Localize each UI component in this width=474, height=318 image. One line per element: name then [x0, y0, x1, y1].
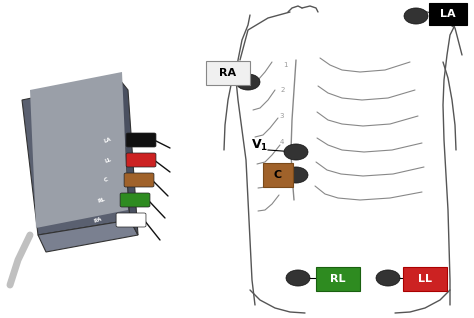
- Circle shape: [376, 270, 400, 286]
- Polygon shape: [120, 80, 138, 235]
- FancyBboxPatch shape: [263, 163, 293, 187]
- Text: RA: RA: [93, 216, 103, 224]
- Circle shape: [404, 8, 428, 24]
- Text: LL: LL: [104, 156, 112, 163]
- Text: 3: 3: [280, 113, 284, 119]
- Text: RA: RA: [219, 68, 237, 78]
- Text: RL: RL: [98, 196, 107, 204]
- Polygon shape: [30, 72, 128, 228]
- Polygon shape: [22, 80, 130, 235]
- Circle shape: [236, 74, 260, 90]
- Circle shape: [284, 144, 308, 160]
- Polygon shape: [38, 220, 138, 252]
- Text: $\mathbf{V_1}$: $\mathbf{V_1}$: [251, 137, 269, 153]
- Text: LA: LA: [104, 136, 113, 144]
- Text: C: C: [103, 177, 109, 183]
- Text: 4: 4: [280, 139, 284, 145]
- FancyBboxPatch shape: [429, 3, 467, 24]
- Text: RL: RL: [330, 274, 346, 284]
- Circle shape: [284, 167, 308, 183]
- FancyBboxPatch shape: [403, 267, 447, 291]
- Text: LA: LA: [440, 9, 456, 19]
- FancyBboxPatch shape: [120, 193, 150, 207]
- Text: 1: 1: [283, 62, 287, 68]
- FancyBboxPatch shape: [126, 153, 156, 167]
- Text: 2: 2: [281, 87, 285, 93]
- FancyBboxPatch shape: [116, 213, 146, 227]
- FancyBboxPatch shape: [316, 267, 360, 291]
- Text: LL: LL: [418, 274, 432, 284]
- FancyBboxPatch shape: [124, 173, 154, 187]
- FancyBboxPatch shape: [206, 61, 250, 85]
- FancyBboxPatch shape: [126, 133, 156, 147]
- Text: C: C: [274, 170, 282, 180]
- Circle shape: [286, 270, 310, 286]
